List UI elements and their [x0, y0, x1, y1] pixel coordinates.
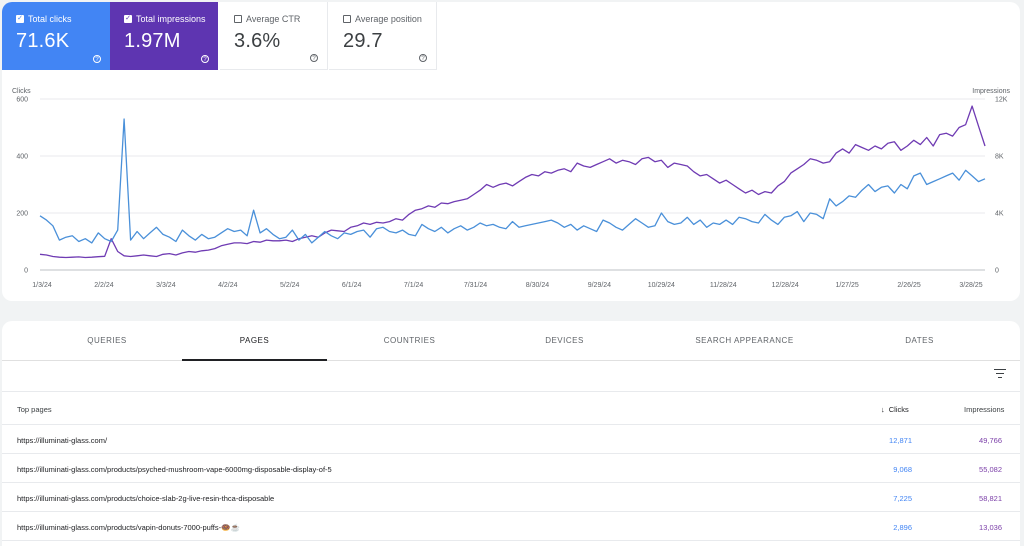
- x-tick-label: 2/26/25: [897, 282, 920, 289]
- metric-label: Total impressions: [136, 14, 206, 24]
- x-tick-label: 1/3/24: [32, 282, 52, 289]
- x-tick-label: 8/30/24: [526, 282, 549, 289]
- metric-value: 71.6K: [16, 30, 70, 52]
- header-clicks[interactable]: ↓ Clicks: [881, 405, 909, 414]
- help-icon[interactable]: ?: [93, 55, 101, 63]
- row-clicks: 7,225: [893, 494, 912, 503]
- row-clicks: 2,896: [893, 523, 912, 532]
- table-header: Top pages ↓ Clicks Impressions: [2, 391, 1020, 425]
- help-icon[interactable]: ?: [201, 55, 209, 63]
- table-row[interactable]: https://illuminati-glass.com/products/ch…: [2, 483, 1020, 512]
- sort-arrow-down-icon: ↓: [881, 405, 885, 414]
- metric-total-clicks[interactable]: ✓ Total clicks 71.6K ?: [2, 2, 110, 70]
- row-url[interactable]: https://illuminati-glass.com/products/ch…: [17, 494, 275, 503]
- row-url[interactable]: https://illuminati-glass.com/products/ps…: [17, 465, 332, 474]
- x-tick-label: 11/28/24: [710, 282, 737, 289]
- header-impressions[interactable]: Impressions: [964, 405, 1005, 414]
- table-row[interactable]: https://illuminati-glass.com/products/ps…: [2, 454, 1020, 483]
- table-row[interactable]: https://illuminati-glass.com/products/va…: [2, 512, 1020, 541]
- header-top-pages: Top pages: [17, 405, 52, 414]
- x-tick-label: 4/2/24: [218, 282, 238, 289]
- checkbox-checked-icon: ✓: [124, 15, 132, 23]
- x-tick-label: 3/3/24: [156, 282, 176, 289]
- x-tick-label: 6/1/24: [342, 282, 362, 289]
- checkbox-unchecked-icon: [343, 15, 351, 23]
- metric-value: 3.6%: [234, 30, 281, 52]
- performance-card: ✓ Total clicks 71.6K ? ✓ Total impressions…: [2, 2, 1020, 301]
- y2-tick-label: 8K: [995, 154, 1004, 161]
- x-tick-label: 2/2/24: [94, 282, 114, 289]
- metric-average-ctr[interactable]: Average CTR 3.6% ?: [220, 2, 328, 70]
- y2-tick-label: 4K: [995, 211, 1004, 218]
- x-tick-label: 7/31/24: [464, 282, 487, 289]
- checkbox-checked-icon: ✓: [16, 15, 24, 23]
- dimension-tabs: QUERIES PAGES COUNTRIES DEVICES SEARCH A…: [2, 321, 1020, 361]
- metric-label: Average CTR: [246, 14, 301, 24]
- x-tick-label: 5/2/24: [280, 282, 300, 289]
- series-line-clicks: [39, 118, 986, 244]
- row-impressions: 49,766: [979, 436, 1002, 445]
- x-tick-label: 3/28/25: [959, 282, 982, 289]
- row-clicks: 9,068: [893, 465, 912, 474]
- filter-icon[interactable]: [993, 369, 1007, 381]
- row-impressions: 58,821: [979, 494, 1002, 503]
- table-card: QUERIES PAGES COUNTRIES DEVICES SEARCH A…: [2, 321, 1020, 546]
- tab-dates[interactable]: DATES: [905, 336, 934, 345]
- row-impressions: 55,082: [979, 465, 1002, 474]
- row-clicks: 12,871: [889, 436, 912, 445]
- tab-countries[interactable]: COUNTRIES: [383, 336, 436, 345]
- tab-queries[interactable]: QUERIES: [87, 336, 127, 345]
- tab-search-appearance[interactable]: SEARCH APPEARANCE: [695, 336, 794, 345]
- y-tick-label: 0: [24, 268, 28, 275]
- metric-value: 29.7: [343, 30, 383, 52]
- y2-tick-label: 12K: [995, 97, 1008, 104]
- x-tick-label: 12/28/24: [772, 282, 799, 289]
- table-row[interactable]: https://illuminati-glass.com/ 12,871 49,…: [2, 425, 1020, 454]
- y-tick-label: 200: [16, 211, 28, 218]
- y2-tick-label: 0: [995, 268, 999, 275]
- y-tick-label: 600: [16, 97, 28, 104]
- header-clicks-label: Clicks: [888, 405, 909, 414]
- x-tick-label: 1/27/25: [835, 282, 858, 289]
- y-tick-label: 400: [16, 154, 28, 161]
- metric-average-position[interactable]: Average position 29.7 ?: [329, 2, 437, 70]
- x-tick-label: 9/29/24: [588, 282, 611, 289]
- metric-label: Average position: [355, 14, 422, 24]
- tab-devices[interactable]: DEVICES: [545, 336, 584, 345]
- help-icon[interactable]: ?: [310, 54, 318, 62]
- performance-chart: Clicks Impressions 0 0 200 4K 400 8K 600 12K 1/3/2…: [12, 88, 1011, 289]
- row-url[interactable]: https://illuminati-glass.com/products/va…: [17, 523, 240, 532]
- row-url[interactable]: https://illuminati-glass.com/: [17, 436, 108, 445]
- row-impressions: 13,036: [979, 523, 1002, 532]
- y2-axis-label: Impressions: [972, 88, 1010, 95]
- x-tick-label: 10/29/24: [648, 282, 675, 289]
- metric-total-impressions[interactable]: ✓ Total impressions 1.97M ?: [110, 2, 218, 70]
- x-tick-label: 7/1/24: [404, 282, 424, 289]
- y-axis-label: Clicks: [12, 88, 31, 95]
- metric-label: Total clicks: [28, 14, 72, 24]
- metric-value: 1.97M: [124, 30, 181, 52]
- tab-pages[interactable]: PAGES: [182, 321, 327, 361]
- series-line-impressions: [39, 105, 986, 259]
- help-icon[interactable]: ?: [419, 54, 427, 62]
- checkbox-unchecked-icon: [234, 15, 242, 23]
